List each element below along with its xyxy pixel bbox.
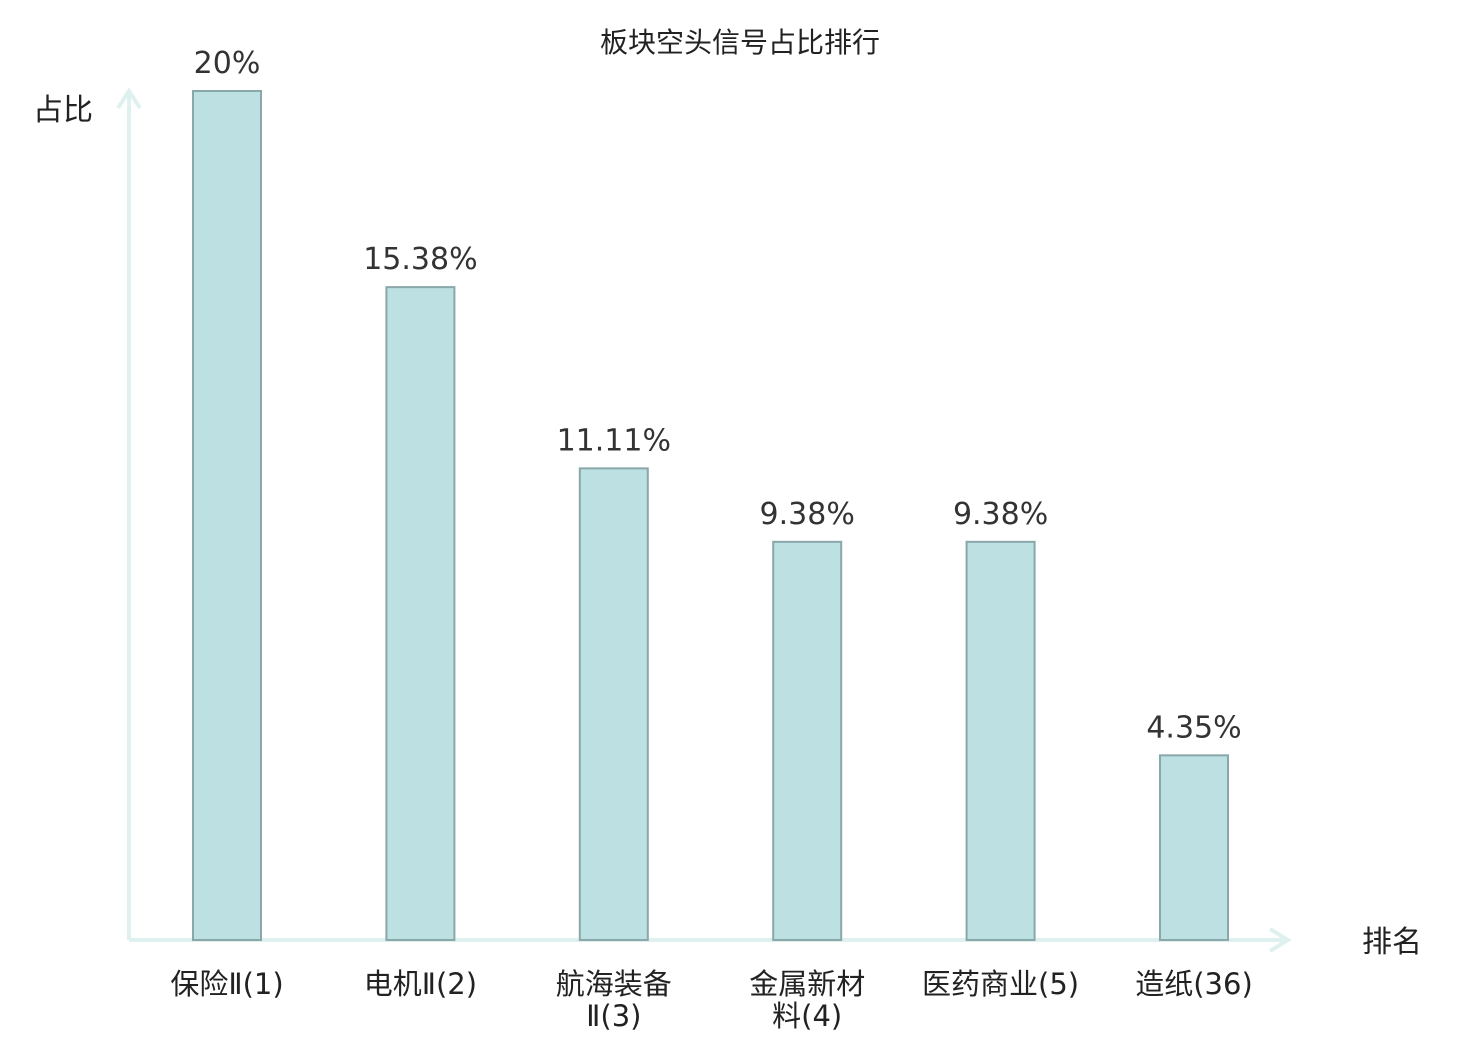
y-axis-arrow [116,87,142,110]
data-label: 15.38% [363,242,477,277]
category-tick-label: 料(4) [772,999,842,1033]
bar [965,540,1036,941]
category-tick-label: 金属新材 [749,967,865,1001]
y-axis-label: 占比 [33,93,93,128]
category-tick-label: 电机Ⅱ(2) [364,967,477,1001]
category-tick-label: 航海装备 [556,967,672,1001]
data-label: 11.11% [557,423,671,458]
category-tick-label: Ⅱ(3) [586,999,641,1033]
category-tick-label: 保险Ⅱ(1) [170,967,283,1001]
value-labels-group: 20% 15.38% 11.11% 9.38% 9.38% 4.35% [194,46,1242,745]
axes [116,87,1292,953]
bars-group [192,90,1229,942]
x-axis-label: 排名 [1362,925,1422,960]
category-tick-label: 造纸(36) [1135,967,1253,1001]
bar [578,467,649,941]
data-label: 4.35% [1146,710,1241,745]
data-label: 9.38% [953,497,1048,532]
category-tick-label: 医药商业(5) [922,967,1079,1001]
data-label: 9.38% [760,497,855,532]
x-axis-arrow [1268,927,1292,953]
bar [772,540,843,941]
data-label: 20% [194,46,261,81]
bar [1159,754,1229,942]
bar [385,286,456,941]
chart-title: 板块空头信号占比排行 [600,26,880,59]
bar [192,90,262,941]
